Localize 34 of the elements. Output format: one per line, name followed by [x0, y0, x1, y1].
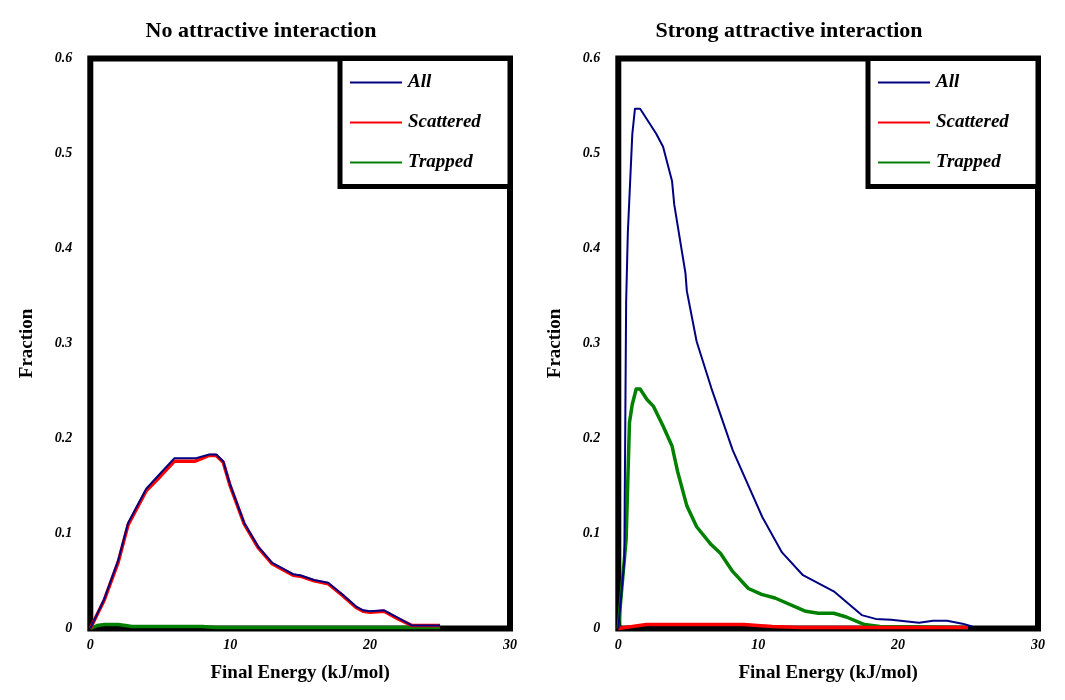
y-tick-label: 0.1 [582, 525, 601, 541]
x-tick-label: 30 [502, 637, 517, 653]
y-tick-label: 0.3 [582, 335, 601, 351]
legend-label: All [407, 70, 432, 92]
chart-title: No attractive interaction [145, 16, 377, 42]
y-tick-label: 0.5 [582, 145, 601, 161]
y-tick-label: 0.6 [54, 50, 73, 66]
chart-title: Strong attractive interaction [655, 16, 923, 42]
y-axis-title: Fraction [543, 308, 565, 379]
y-tick-label: 0.5 [54, 145, 73, 161]
x-tick-label: 20 [890, 637, 906, 653]
legend-label: All [935, 70, 960, 92]
x-tick-label: 10 [751, 637, 766, 653]
y-tick-label: 0.1 [54, 525, 73, 541]
x-tick-label: 20 [362, 637, 378, 653]
legend-label: Scattered [408, 110, 482, 132]
x-tick-label: 0 [86, 637, 94, 653]
y-tick-label: 0.4 [582, 240, 601, 256]
y-tick-label: 0.6 [582, 50, 601, 66]
x-tick-label: 0 [614, 637, 622, 653]
x-tick-label: 30 [1030, 637, 1045, 653]
y-tick-label: 0.2 [54, 430, 73, 446]
legend-label: Scattered [936, 110, 1010, 132]
x-axis-title: Final Energy (kJ/mol) [738, 660, 918, 683]
y-tick-label: 0 [65, 620, 73, 636]
x-axis-title: Final Energy (kJ/mol) [210, 660, 390, 683]
legend-label: Trapped [408, 150, 474, 172]
y-axis-title: Fraction [15, 308, 37, 379]
legend-label: Trapped [936, 150, 1002, 172]
y-tick-label: 0.2 [582, 430, 601, 446]
y-tick-label: 0.3 [54, 335, 73, 351]
y-tick-label: 0.4 [54, 240, 73, 256]
x-tick-label: 10 [223, 637, 238, 653]
y-tick-label: 0 [593, 620, 601, 636]
